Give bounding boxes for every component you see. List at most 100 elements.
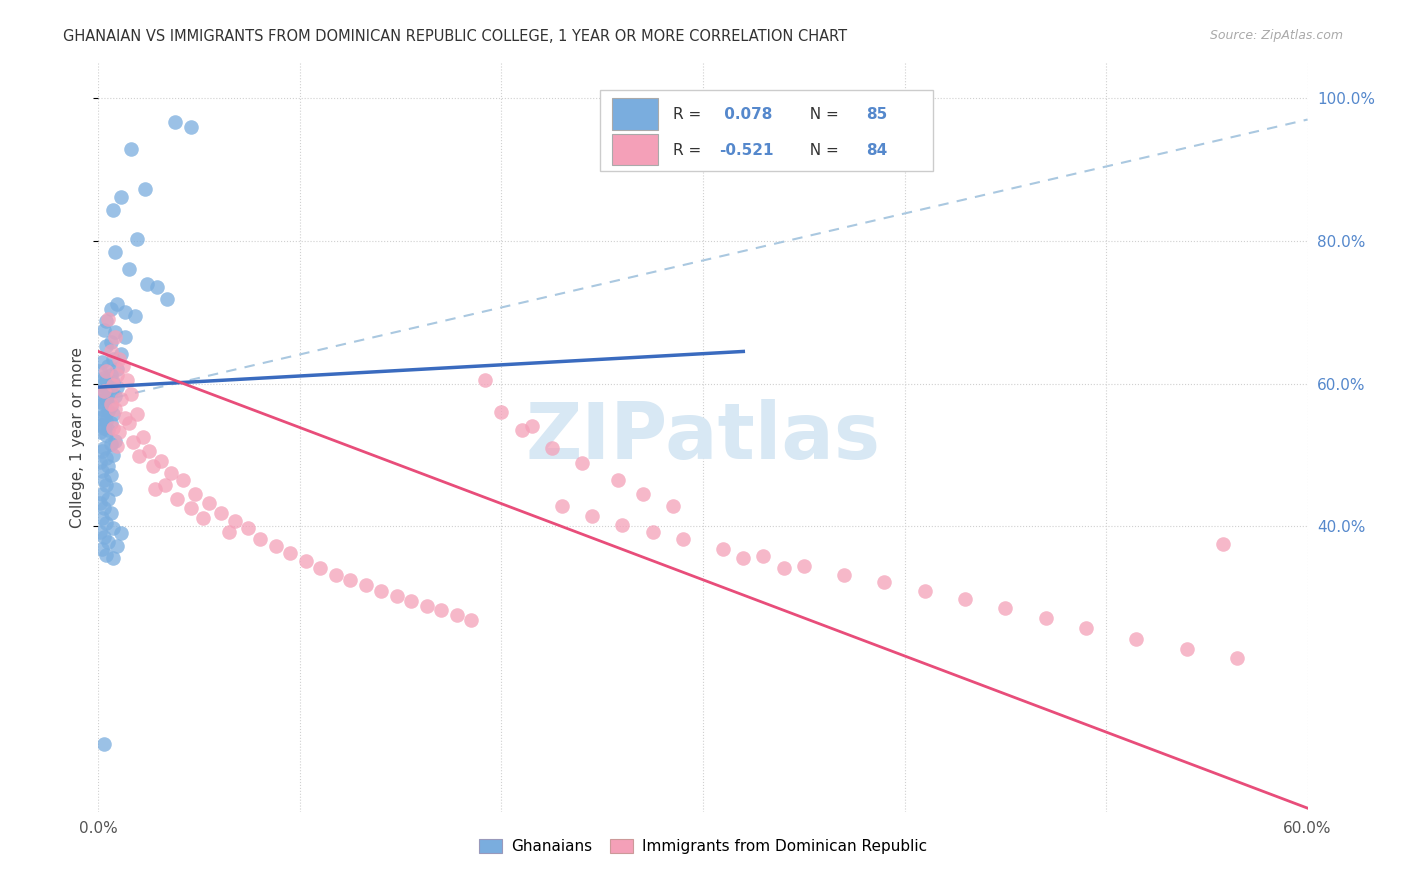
Point bbox=[135, 277, 157, 291]
Point bbox=[295, 553, 318, 567]
Point bbox=[97, 359, 120, 373]
Point bbox=[143, 482, 166, 496]
Point bbox=[97, 312, 120, 326]
Point bbox=[103, 325, 125, 339]
Point bbox=[100, 396, 122, 410]
Point bbox=[1175, 642, 1198, 657]
Point bbox=[96, 516, 118, 530]
FancyBboxPatch shape bbox=[613, 98, 658, 130]
Point bbox=[110, 526, 132, 541]
Point bbox=[156, 293, 179, 307]
Text: R =: R = bbox=[672, 143, 706, 158]
Point bbox=[89, 455, 111, 469]
Point bbox=[120, 143, 142, 157]
Point bbox=[91, 487, 114, 501]
Point bbox=[370, 583, 392, 598]
Point bbox=[101, 203, 124, 218]
Point bbox=[491, 405, 513, 419]
Point bbox=[1074, 621, 1097, 635]
Point bbox=[100, 400, 122, 414]
Point bbox=[125, 407, 148, 421]
Point bbox=[96, 451, 118, 466]
Point bbox=[91, 401, 114, 416]
Point bbox=[93, 323, 115, 337]
Text: 85: 85 bbox=[866, 107, 887, 122]
Point bbox=[93, 396, 115, 410]
Point bbox=[110, 346, 132, 360]
Point bbox=[100, 344, 122, 359]
Point bbox=[93, 409, 115, 423]
Point bbox=[571, 457, 593, 471]
Point bbox=[118, 416, 141, 430]
Point bbox=[96, 414, 118, 428]
Text: 84: 84 bbox=[866, 143, 887, 158]
Point bbox=[111, 359, 134, 373]
Point bbox=[1125, 632, 1147, 646]
Point bbox=[100, 301, 122, 316]
Point bbox=[101, 551, 124, 566]
Point bbox=[551, 500, 574, 514]
Point bbox=[128, 450, 150, 464]
Point bbox=[1035, 610, 1057, 624]
Point bbox=[105, 296, 128, 310]
Point bbox=[93, 441, 115, 455]
Point bbox=[953, 592, 976, 607]
Point bbox=[91, 417, 114, 432]
Point bbox=[100, 507, 122, 521]
Point bbox=[153, 478, 176, 492]
Point bbox=[160, 466, 183, 480]
Point bbox=[103, 401, 125, 416]
Point bbox=[89, 394, 111, 409]
Point bbox=[873, 574, 896, 589]
Point bbox=[107, 425, 129, 439]
Y-axis label: College, 1 year or more: College, 1 year or more bbox=[70, 347, 86, 527]
Point bbox=[772, 560, 794, 574]
Point bbox=[114, 410, 136, 425]
Point bbox=[114, 330, 136, 344]
Point bbox=[793, 558, 815, 573]
Point bbox=[97, 382, 120, 396]
Point bbox=[309, 560, 332, 574]
Point bbox=[198, 496, 221, 510]
Point bbox=[110, 189, 132, 203]
Point bbox=[105, 362, 128, 376]
Point bbox=[93, 384, 115, 398]
Point bbox=[105, 539, 128, 553]
Point bbox=[103, 330, 125, 344]
Point bbox=[711, 542, 734, 557]
Text: ZIPatlas: ZIPatlas bbox=[526, 399, 880, 475]
Point bbox=[120, 387, 142, 401]
Point bbox=[184, 487, 207, 501]
Point bbox=[540, 441, 562, 455]
Text: -0.521: -0.521 bbox=[718, 143, 773, 158]
Point bbox=[416, 599, 439, 614]
Point bbox=[97, 535, 120, 549]
Point bbox=[460, 614, 482, 628]
Point bbox=[325, 567, 347, 582]
Point bbox=[118, 262, 141, 277]
Point bbox=[101, 351, 124, 366]
Point bbox=[134, 182, 156, 196]
Point bbox=[96, 314, 118, 328]
Point bbox=[180, 501, 202, 516]
Point bbox=[339, 573, 361, 587]
Point bbox=[115, 373, 138, 387]
Point bbox=[105, 439, 128, 453]
Point bbox=[91, 387, 114, 401]
Point bbox=[672, 532, 695, 546]
Point bbox=[581, 508, 603, 523]
Point bbox=[661, 500, 683, 514]
Point bbox=[114, 305, 136, 319]
Point bbox=[91, 510, 114, 524]
Point bbox=[107, 351, 129, 366]
Point bbox=[96, 548, 118, 562]
Point bbox=[446, 608, 468, 623]
Point bbox=[100, 437, 122, 451]
Point bbox=[91, 378, 114, 392]
Point bbox=[146, 280, 169, 294]
Point bbox=[399, 594, 422, 608]
Point bbox=[89, 496, 111, 510]
Point bbox=[91, 542, 114, 557]
Point bbox=[105, 380, 128, 394]
Text: R =: R = bbox=[672, 107, 706, 122]
